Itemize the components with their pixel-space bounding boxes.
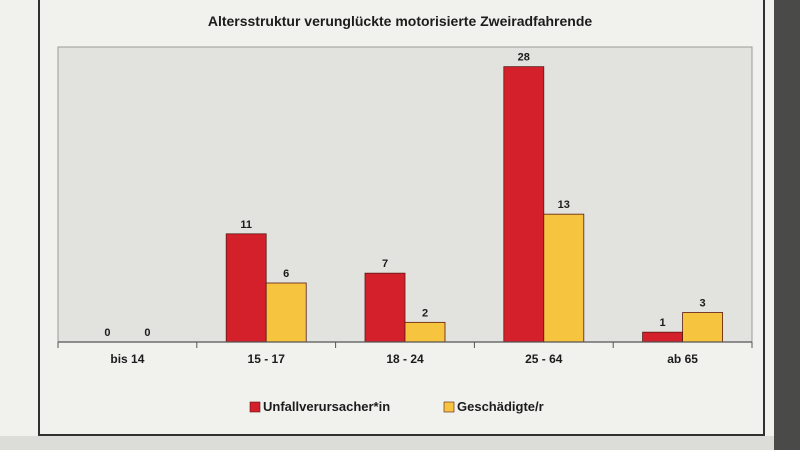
category-label-2: 18 - 24: [386, 352, 424, 366]
data-label-geschaedigte-2: 2: [422, 307, 428, 319]
bar-geschaedigte-4: [682, 312, 723, 343]
frame-line-bottom: [38, 434, 765, 436]
legend-swatch-0: [249, 401, 261, 413]
chart-title: Altersstruktur verunglückte motorisierte…: [207, 13, 593, 29]
bars-layer: [225, 66, 723, 343]
category-labels: bis 14 15 - 17 18 - 24 25 - 64 ab 65: [110, 352, 698, 366]
bar-verursacher-4: [642, 331, 683, 343]
category-label-3: 25 - 64: [525, 352, 563, 366]
data-label-geschaedigte-3: 13: [558, 199, 570, 211]
legend: Unfallverursacher*in Geschädigte/r: [249, 399, 544, 414]
data-label-verursacher-3: 28: [518, 52, 530, 64]
bar-geschaedigte-3: [543, 213, 585, 343]
data-label-verursacher-2: 7: [382, 258, 388, 270]
bar-geschaedigte-2: [404, 321, 446, 343]
x-axis-ticks: [57, 342, 753, 348]
bar-verursacher-3: [503, 66, 545, 343]
bar-geschaedigte-1: [265, 282, 307, 343]
data-label-verursacher-0: 0: [104, 327, 110, 339]
legend-label-1: Geschädigte/r: [457, 399, 544, 414]
data-label-geschaedigte-1: 6: [283, 268, 289, 280]
category-label-0: bis 14: [110, 352, 144, 366]
frame-line-right: [763, 0, 765, 436]
page-bottom-shade: [0, 436, 774, 450]
data-label-geschaedigte-0: 0: [144, 327, 150, 339]
category-label-4: ab 65: [667, 352, 698, 366]
data-label-verursacher-1: 11: [240, 219, 252, 231]
frame-line-left: [38, 0, 40, 436]
background-edge: [774, 0, 800, 450]
legend-label-0: Unfallverursacher*in: [263, 399, 390, 414]
legend-swatch-1: [443, 401, 455, 413]
data-label-verursacher-4: 1: [660, 317, 666, 329]
bar-verursacher-1: [225, 233, 267, 343]
data-label-geschaedigte-4: 3: [700, 298, 706, 310]
bar-verursacher-2: [364, 272, 406, 343]
category-label-1: 15 - 17: [248, 352, 286, 366]
